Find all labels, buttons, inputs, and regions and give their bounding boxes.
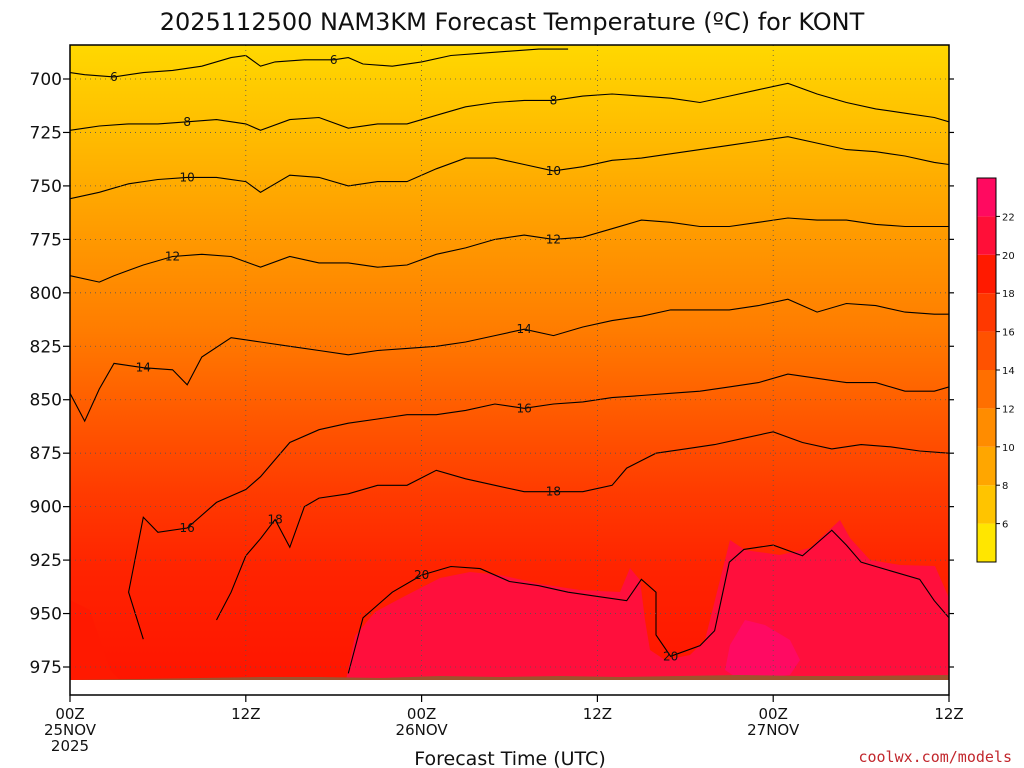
ground-terrain	[70, 675, 949, 680]
colorbar-swatch	[977, 254, 996, 294]
x-tick-label: 00Z	[759, 705, 788, 723]
x-tick-label: 12Z	[934, 705, 963, 723]
colorbar-swatch	[977, 446, 996, 486]
isotherm-label-text: 18	[267, 512, 282, 526]
isotherm-labels: 6 6 8 8 10 10 12 12 14 14 16 16 18 18 20 20	[110, 53, 678, 664]
colorbar-swatch	[977, 408, 996, 447]
y-tick-label: 875	[30, 444, 62, 464]
isotherm-label-text: 16	[517, 401, 532, 415]
isotherm-label-text: 8	[550, 93, 558, 107]
isotherm-label: 20	[663, 649, 678, 663]
x-tick-label: 00Z	[55, 705, 84, 723]
isotherm-label: 6	[330, 53, 338, 67]
hot-spot	[725, 620, 800, 680]
isotherm-label-text: 14	[136, 361, 151, 375]
isotherm-label-text: 20	[414, 568, 429, 582]
isotherm-label-text: 8	[183, 115, 191, 129]
chart-title: 2025112500 NAM3KM Forecast Temperature (…	[160, 8, 865, 36]
isotherm-label-text: 10	[180, 170, 195, 184]
colorbar: 6 8 10 12 14 16 18 20 22	[976, 177, 1015, 563]
isotherm-label: 12	[546, 232, 561, 246]
source-credit: coolwx.com/models	[858, 748, 1012, 766]
isotherm-12c	[70, 217, 949, 283]
warm-core-20c	[346, 520, 949, 680]
isotherm-18c	[216, 431, 949, 621]
isotherm-label: 14	[517, 322, 532, 336]
isotherm-label: 18	[546, 485, 561, 499]
isotherm-label-text: 6	[110, 70, 118, 84]
isotherm-16c	[128, 373, 949, 640]
colorbar-swatch	[977, 216, 996, 255]
colorbar-label: 22	[1002, 212, 1015, 223]
y-tick-label: 925	[30, 551, 62, 571]
y-tick-label: 775	[30, 230, 62, 250]
isotherm-label-text: 12	[165, 249, 180, 263]
isotherm-label-text: 10	[546, 164, 561, 178]
isotherm-label-text: 18	[546, 485, 561, 499]
colorbar-swatch	[977, 370, 996, 409]
isotherm-label: 10	[180, 170, 195, 184]
colorbar-swatch	[977, 523, 996, 562]
isotherm-label-text: 12	[546, 232, 561, 246]
y-tick-label: 900	[30, 498, 62, 518]
y-tick-label: 725	[30, 123, 62, 143]
isotherm-8c	[70, 82, 949, 131]
x-axis-label: Forecast Time (UTC)	[414, 748, 605, 768]
isotherm-label-text: 16	[180, 521, 195, 535]
isotherm-label: 8	[550, 93, 558, 107]
colorbar-label: 20	[1002, 251, 1015, 262]
colorbar-swatch	[977, 178, 996, 217]
y-tick-label: 750	[30, 177, 62, 197]
isotherm-label: 16	[517, 401, 532, 415]
y-tick-label: 950	[30, 605, 62, 625]
isotherm-label-text: 20	[663, 649, 678, 663]
isotherm-label: 16	[180, 521, 195, 535]
colorbar-label: 16	[1002, 328, 1015, 339]
y-tick-label: 825	[30, 337, 62, 357]
colorbar-label: 12	[1002, 404, 1015, 415]
x-tick-label: 26NOV	[396, 721, 449, 739]
x-tick-label: 12Z	[583, 705, 612, 723]
y-tick-label: 850	[30, 391, 62, 411]
isotherm-label: 6	[110, 70, 118, 84]
isotherm-label: 18	[267, 512, 282, 526]
isotherm-label: 20	[414, 568, 429, 582]
isotherm-label-text: 6	[330, 53, 338, 67]
isotherm-20c	[347, 529, 949, 674]
isotherm-6c	[70, 48, 569, 78]
colorbar-swatch	[977, 485, 996, 524]
y-axis: 700 725 750 775 800 825 850 875 900 925 950 975	[30, 70, 954, 678]
x-tick-label: 27NOV	[747, 721, 800, 739]
colorbar-label: 18	[1002, 289, 1015, 300]
isotherm-lines	[70, 48, 949, 674]
y-tick-label: 975	[30, 658, 62, 678]
isotherm-label-text: 14	[517, 322, 532, 336]
x-tick-label: 2025	[51, 737, 89, 755]
x-tick-label: 25NOV	[44, 721, 97, 739]
colorbar-label: 10	[1002, 443, 1015, 454]
isotherm-14c	[70, 298, 949, 423]
colorbar-label: 6	[1002, 520, 1008, 531]
isotherm-label: 8	[183, 115, 191, 129]
colorbar-swatch	[977, 293, 996, 332]
colorbar-label: 8	[1002, 481, 1008, 492]
isotherm-label: 12	[165, 249, 180, 263]
x-tick-label: 00Z	[407, 705, 436, 723]
colorbar-label: 14	[1002, 366, 1015, 377]
isotherm-label: 14	[136, 361, 151, 375]
isotherm-label: 10	[546, 164, 561, 178]
isotherm-10c	[70, 136, 949, 200]
warm-core-west	[70, 600, 120, 680]
colorbar-swatch	[977, 331, 996, 370]
plot-frame	[69, 44, 950, 696]
y-tick-label: 700	[30, 70, 62, 90]
x-tick-label: 12Z	[231, 705, 260, 723]
y-tick-label: 800	[30, 284, 62, 304]
